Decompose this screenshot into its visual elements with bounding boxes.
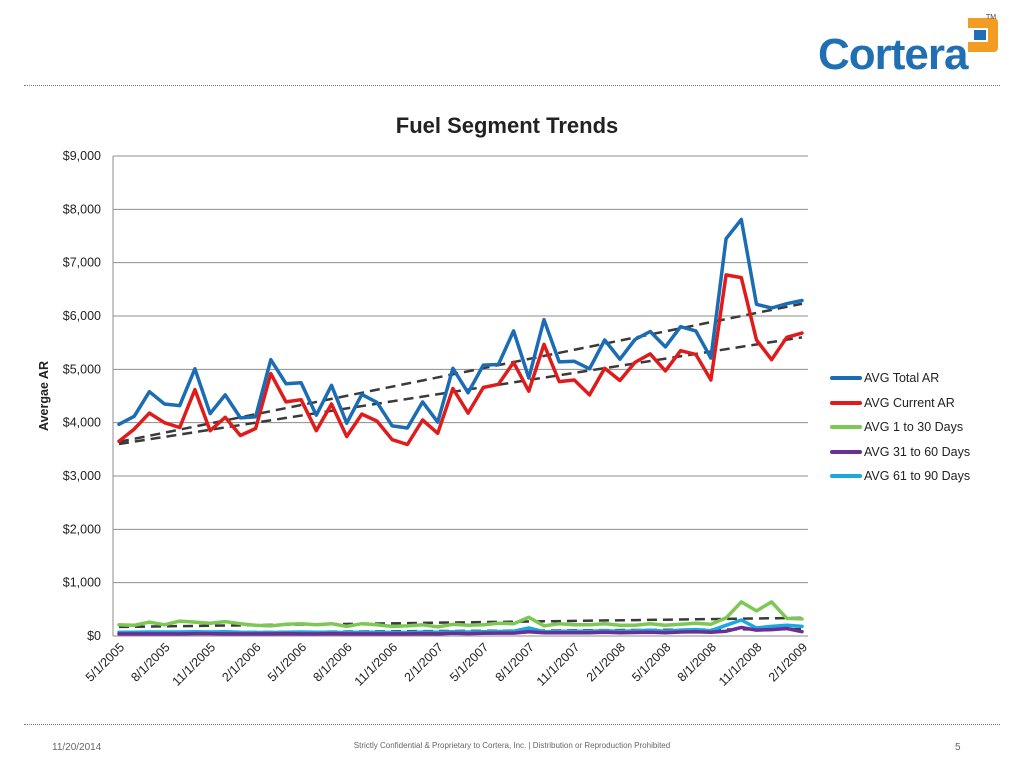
legend-swatch	[830, 474, 862, 479]
y-tick-label: $4,000	[63, 416, 101, 430]
legend-label: AVG 61 to 90 Days	[864, 469, 971, 484]
y-tick-label: $7,000	[63, 256, 101, 270]
footer-date: 11/20/2014	[52, 742, 102, 753]
x-tick-label: 8/1/2005	[128, 640, 172, 684]
x-tick-label: 2/1/2006	[219, 640, 263, 684]
trademark-mark: TM	[986, 14, 997, 21]
series-line-avg-total-ar	[117, 217, 804, 430]
x-tick-label: 8/1/2006	[310, 640, 354, 684]
x-tick-label: 5/1/2005	[83, 640, 127, 684]
legend-swatch	[830, 376, 862, 381]
legend-item: AVG Total AR	[830, 366, 970, 391]
x-tick-label: 8/1/2008	[675, 640, 719, 684]
series-line-avg-current-ar	[117, 273, 804, 447]
logo-bracket-icon	[968, 18, 998, 52]
y-tick-label: $1,000	[63, 576, 101, 590]
footer-divider	[24, 724, 1000, 725]
series-line-avg-31-to-60-days	[117, 625, 804, 636]
chart-legend: AVG Total AR AVG Current AR AVG 1 to 30 Da…	[830, 366, 970, 489]
x-tick-label: 11/1/2005	[170, 640, 219, 689]
series-lines	[117, 217, 804, 636]
grid-lines	[112, 155, 808, 637]
y-tick-label: $0	[87, 629, 101, 643]
legend-label: AVG Current AR	[864, 395, 955, 410]
logo-wordmark: Cortera	[818, 30, 968, 79]
y-tick-label: $8,000	[63, 202, 101, 216]
series-line-avg-1-to-30-days	[117, 600, 804, 629]
fuel-segment-chart: Fuel Segment Trends Avergae AR $0$1,000$…	[37, 113, 810, 689]
x-tick-label: 2/1/2008	[584, 640, 628, 684]
legend-swatch	[830, 400, 862, 405]
trendlines	[118, 302, 803, 635]
legend-item: AVG 1 to 30 Days	[830, 415, 970, 440]
trendline-avg-current-ar	[118, 336, 803, 446]
header-divider	[24, 85, 1000, 86]
legend-swatch	[830, 425, 862, 430]
cortera-logo: Cortera	[818, 12, 1008, 79]
y-tick-label: $3,000	[63, 469, 101, 483]
x-tick-label: 11/1/2006	[352, 640, 401, 689]
x-tick-label: 11/1/2007	[534, 640, 583, 689]
page-number: 5	[955, 742, 961, 753]
y-tick-label: $2,000	[63, 522, 101, 536]
legend-label: AVG 1 to 30 Days	[864, 420, 964, 435]
x-tick-label: 2/1/2007	[402, 640, 446, 684]
legend-item: AVG 31 to 60 Days	[830, 440, 970, 465]
x-tick-label: 5/1/2007	[447, 640, 491, 684]
y-axis-label: Avergae AR	[37, 361, 51, 431]
y-tick-label: $5,000	[63, 362, 101, 376]
legend-item: AVG 61 to 90 Days	[830, 464, 970, 489]
x-tick-label: 8/1/2007	[493, 640, 537, 684]
legend-label: AVG 31 to 60 Days	[864, 444, 971, 459]
legend-label: AVG Total AR	[864, 371, 940, 386]
x-tick-label: 2/1/2009	[766, 640, 810, 684]
legend-item: AVG Current AR	[830, 391, 970, 416]
legend-swatch	[830, 449, 862, 454]
x-tick-label: 5/1/2008	[629, 640, 673, 684]
y-tick-labels: $0 $1,000 $2,000 $3,000 $4,000 $5,000 $6,000 $7…	[63, 149, 101, 643]
y-tick-label: $9,000	[63, 149, 101, 163]
x-tick-label: 5/1/2006	[265, 640, 309, 684]
trendline-avg-total-ar	[118, 302, 803, 444]
x-tick-label: 11/1/2008	[716, 640, 765, 689]
chart-title: Fuel Segment Trends	[396, 113, 619, 138]
footer-confidentiality-note: Strictly Confidential & Proprietary to C…	[353, 741, 671, 750]
trendline-avg-1-to-30-days	[118, 616, 803, 629]
y-tick-label: $6,000	[63, 309, 101, 323]
